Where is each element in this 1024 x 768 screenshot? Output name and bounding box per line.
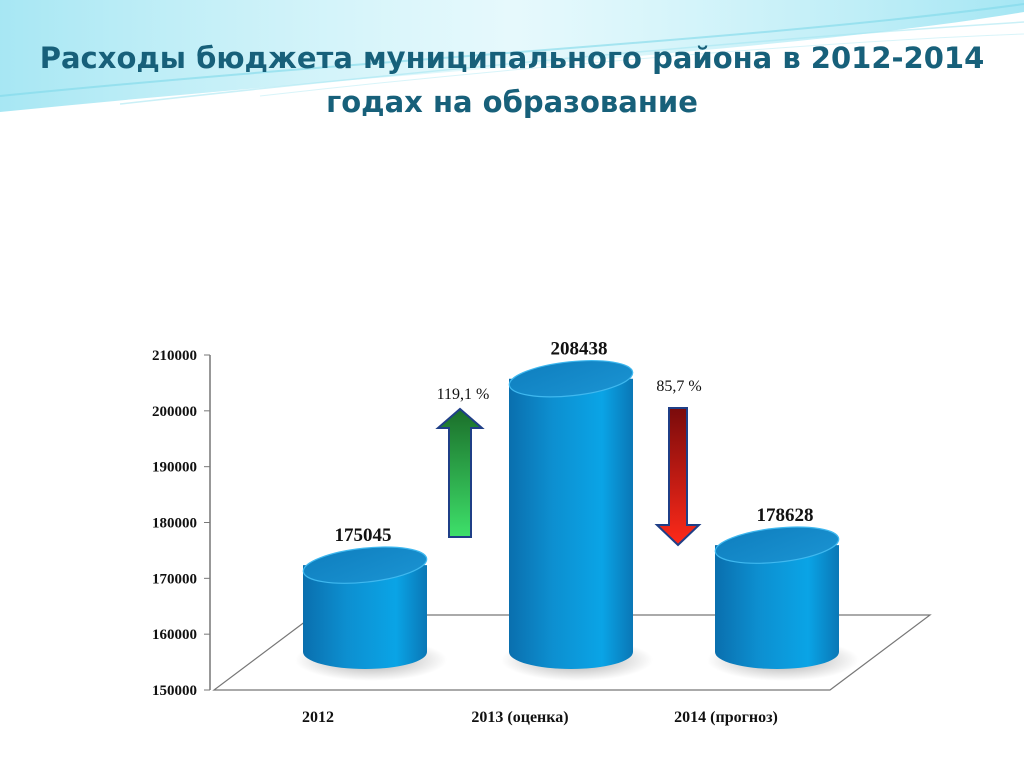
bar-top [508,360,634,398]
y-tick-label: 190000 [152,460,197,476]
x-category-label: 2012 [302,709,334,726]
bar-3 [707,526,859,681]
arrow-down-annotation [654,407,702,547]
y-tick-label: 180000 [152,516,197,532]
bar-cylinder [509,378,633,669]
chart-bars [295,360,859,681]
x-category-label: 2014 (прогноз) [674,709,778,726]
arrow-down-icon [654,407,702,547]
y-tick-label: 150000 [152,683,197,699]
bar-2 [501,360,653,681]
arrow-up-icon [435,407,485,538]
bar-top [714,526,840,564]
bar-cylinder [303,565,427,669]
y-tick-label: 210000 [152,348,197,364]
data-label: 178628 [757,505,814,526]
y-tick-label: 160000 [152,627,197,643]
data-label: 208438 [551,339,608,360]
slide-title-line1: Расходы бюджета муниципального района в … [39,41,985,75]
x-category-label: 2013 (оценка) [471,709,568,726]
decline-percent-label: 85,7 % [656,378,701,395]
slide-title-line2: годах на образование [326,85,698,119]
data-label: 175045 [335,525,392,546]
y-tick-label: 200000 [152,404,197,420]
chart-labels: 150000 160000 170000 180000 190000 200000 2100… [152,339,814,726]
bar-cylinder [715,545,839,669]
growth-percent-label: 119,1 % [437,386,490,403]
y-tick-label: 170000 [152,571,197,587]
bar-1 [295,546,447,681]
bar-top [302,546,428,584]
arrow-up-annotation [435,407,485,538]
slide-title: Расходы бюджета муниципального района в … [0,36,1024,124]
